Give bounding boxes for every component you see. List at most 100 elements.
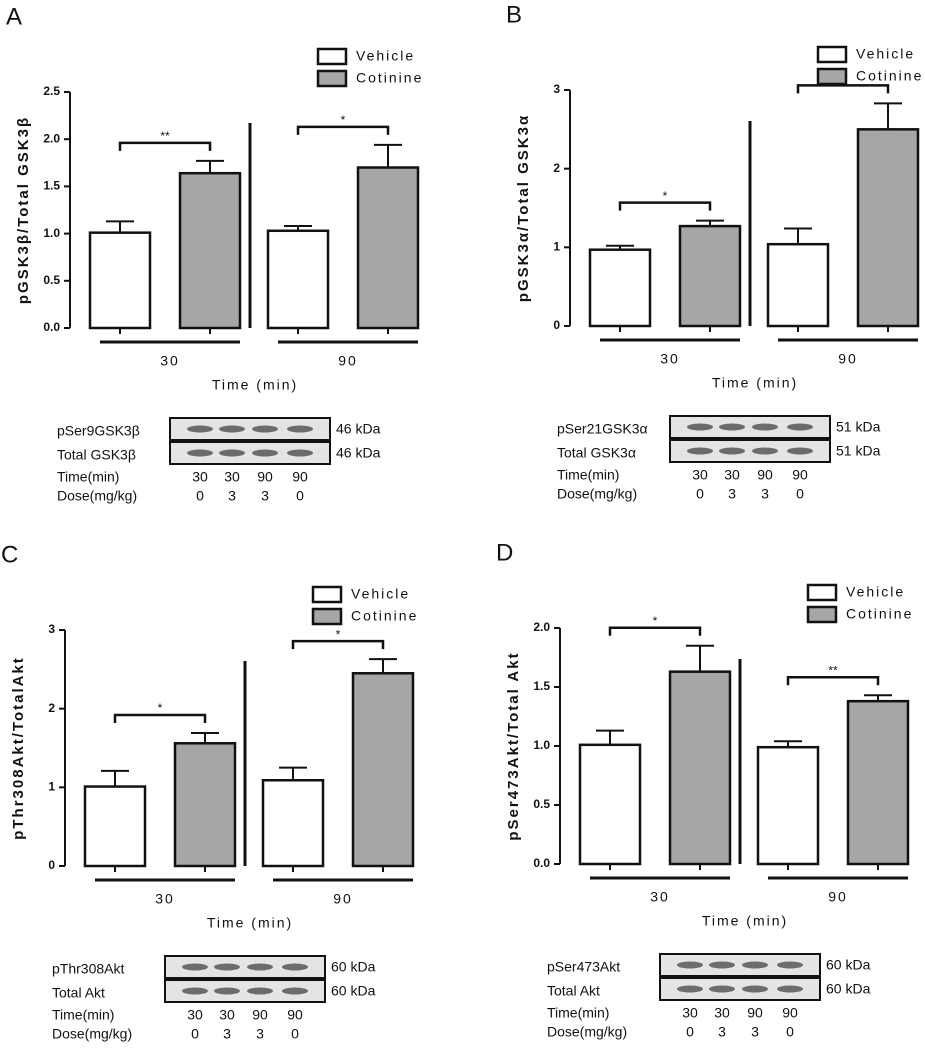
bar	[756, 745, 820, 866]
legend-label: Vehicle	[846, 584, 905, 600]
blot-band	[742, 961, 768, 969]
bar	[83, 785, 147, 868]
blot-dose: 0	[296, 488, 304, 504]
significance-label: **	[828, 663, 838, 677]
blot-band	[182, 987, 208, 995]
legend-label: Cotinine	[356, 70, 423, 86]
blot-band	[282, 987, 308, 995]
blot-size: 51 kDa	[836, 419, 881, 435]
blot-band	[677, 961, 703, 969]
y-tick-label: 2.0	[533, 620, 550, 634]
significance-label: *	[158, 701, 163, 715]
blot-size: 60 kDa	[331, 959, 376, 975]
blot-band	[777, 961, 803, 969]
blot-strip	[659, 953, 821, 977]
y-tick-label: 1.5	[43, 179, 60, 193]
significance-bracket	[291, 639, 385, 650]
bar	[678, 224, 742, 328]
blot-dose-label: Dose(mg/kg)	[547, 1024, 627, 1040]
blot-dose: 0	[696, 486, 704, 502]
panel-letter: A	[6, 3, 22, 30]
blot-dose: 3	[761, 486, 769, 502]
blot-time: 30	[714, 1005, 730, 1021]
bar	[351, 672, 415, 868]
legend-label: Cotinine	[351, 608, 418, 624]
bar	[173, 742, 237, 868]
blot-band	[287, 449, 313, 457]
blot-dose: 0	[796, 486, 804, 502]
x-tick-label: 30	[660, 351, 680, 367]
panel-letter: D	[496, 539, 513, 566]
y-tick-label: 0.0	[43, 320, 60, 334]
y-tick-label: 2.0	[43, 131, 60, 145]
legend-swatch	[316, 47, 348, 66]
y-tick-label: 3	[553, 82, 560, 96]
y-tick-label: 2	[48, 701, 55, 715]
significance-bracket	[608, 626, 702, 636]
legend-label: Vehicle	[856, 46, 915, 62]
legend-label: Cotinine	[846, 606, 913, 622]
blot-size: 51 kDa	[836, 443, 881, 459]
blot-band	[287, 425, 313, 433]
y-tick-label: 0	[48, 858, 55, 872]
blot-band	[719, 447, 745, 455]
blot-band	[214, 963, 240, 971]
y-tick-label: 0.5	[533, 797, 550, 811]
x-tick-label: 30	[650, 889, 670, 905]
legend-swatch	[806, 605, 838, 624]
y-axis-label: pSer473Akt/Total Akt	[505, 651, 522, 840]
y-tick-label: 1.5	[533, 679, 550, 693]
blot-band	[777, 985, 803, 993]
x-tick-label: 90	[828, 889, 848, 905]
bar	[178, 171, 242, 330]
blot-time: 30	[187, 1007, 203, 1023]
blot-row-label: pSer21GSK3α	[557, 421, 648, 437]
panel-letter: B	[506, 1, 522, 28]
blot-time: 30	[224, 469, 240, 485]
y-tick-label: 2.5	[43, 84, 60, 98]
bar	[578, 743, 642, 866]
x-axis-label: Time (min)	[212, 377, 298, 393]
significance-label: *	[336, 627, 341, 641]
blot-band	[182, 963, 208, 971]
significance-bracket	[618, 201, 712, 211]
blot-time: 90	[287, 1007, 303, 1023]
x-tick-label: 90	[838, 351, 858, 367]
blot-band	[687, 423, 713, 431]
significance-bracket	[296, 125, 390, 135]
blot-dose: 0	[196, 488, 204, 504]
blot-row-label: pThr308Akt	[52, 961, 124, 977]
legend-swatch	[806, 583, 838, 602]
blot-band	[247, 987, 273, 995]
blot-strip	[169, 441, 331, 465]
blot-time: 90	[252, 1007, 268, 1023]
panel: A 0.0 0.5 1.0 1.5 2.0 2.5 pGSK3β/Total GSK3β ** 3…	[6, 3, 423, 504]
blot-time: 30	[724, 467, 740, 483]
blot-time: 30	[682, 1005, 698, 1021]
blot-dose: 0	[291, 1026, 299, 1042]
blot-band	[752, 447, 778, 455]
blot-row-label: pSer473Akt	[547, 959, 620, 975]
legend-swatch	[816, 67, 848, 86]
blot-row-label: Total GSK3α	[557, 445, 636, 461]
y-tick-label: 2	[553, 161, 560, 175]
blot-band	[752, 423, 778, 431]
significance-bracket	[113, 713, 207, 724]
y-axis-label: pGSK3β/Total GSK3β	[15, 116, 32, 304]
blot-band	[252, 425, 278, 433]
blot-size: 46 kDa	[336, 445, 381, 461]
blot-band	[282, 963, 308, 971]
blot-dose: 0	[686, 1024, 694, 1040]
blot-dose: 3	[261, 488, 269, 504]
y-tick-label: 1.0	[43, 226, 60, 240]
blot-strip	[669, 415, 831, 439]
x-tick-label: 30	[155, 891, 175, 907]
bar	[766, 242, 830, 328]
x-tick-label: 90	[333, 891, 353, 907]
blot-band	[252, 449, 278, 457]
blot-dose-label: Dose(mg/kg)	[52, 1026, 132, 1042]
bar	[668, 670, 732, 866]
